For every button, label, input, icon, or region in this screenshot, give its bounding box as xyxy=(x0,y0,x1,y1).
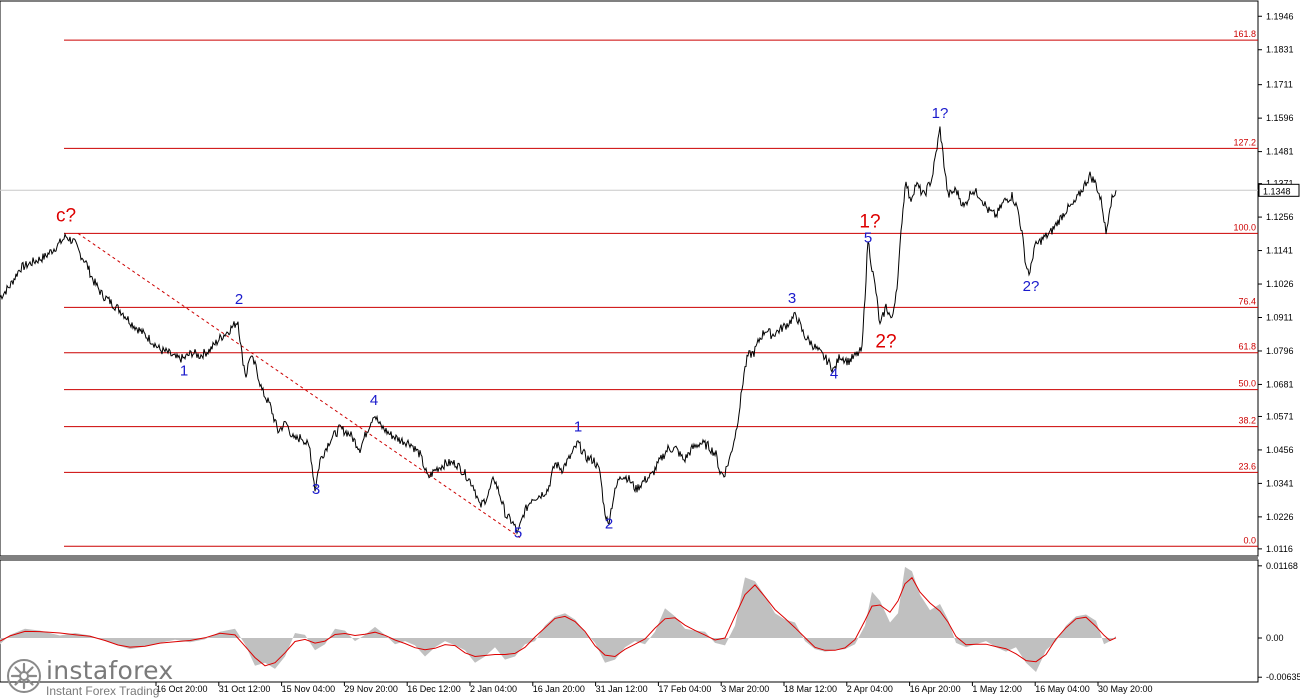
x-tick-label: 16 Oct 20:00 xyxy=(156,684,208,694)
y-tick-label: 1.1141 xyxy=(1266,246,1293,256)
osc-pane-frame xyxy=(0,559,1259,683)
y-tick-label: 1.0571 xyxy=(1266,411,1294,421)
y-tick-label: 1.1256 xyxy=(1266,212,1294,222)
fib-level-label: 161.8 xyxy=(1233,29,1256,39)
x-tick-label: 15 Nov 04:00 xyxy=(282,684,336,694)
current-price-box xyxy=(1258,183,1300,197)
y-tick-label: 1.1026 xyxy=(1266,279,1294,289)
price-series xyxy=(0,126,1117,535)
wave-label: 1? xyxy=(932,105,949,122)
wave-label: 4 xyxy=(830,365,838,382)
x-tick-label: 16 Apr 20:00 xyxy=(910,684,961,694)
oscillator-histogram xyxy=(0,566,1116,672)
wave-label: 2 xyxy=(235,291,243,308)
y-tick-label: 1.0456 xyxy=(1266,445,1294,455)
y-tick-label: 1.0226 xyxy=(1266,512,1294,522)
brand-tagline: Instant Forex Trading xyxy=(46,684,160,698)
y-tick-label: 1.0796 xyxy=(1266,346,1294,356)
fib-level-label: 127.2 xyxy=(1233,137,1256,147)
osc-tick-label: 0.01168 xyxy=(1266,561,1298,571)
y-tick-label: 1.0681 xyxy=(1266,379,1294,389)
wave-label: 1 xyxy=(574,418,582,435)
wave-label: 1 xyxy=(180,362,188,379)
y-tick-label: 1.0116 xyxy=(1266,544,1293,554)
x-tick-label: 18 Mar 12:00 xyxy=(784,684,837,694)
fib-level-label: 23.6 xyxy=(1238,461,1256,471)
osc-tick-label: 0.00 xyxy=(1266,633,1284,643)
y-tick-label: 1.0341 xyxy=(1266,478,1294,488)
y-tick-label: 1.1831 xyxy=(1266,45,1294,55)
osc-tick-label: -0.00635 xyxy=(1266,672,1300,682)
current-price-label: 1.1348 xyxy=(1263,186,1291,196)
x-tick-label: 16 Dec 12:00 xyxy=(407,684,461,694)
x-tick-label: 16 Jan 20:00 xyxy=(533,684,585,694)
wave-label: 5 xyxy=(864,230,872,247)
wave-label: 2? xyxy=(1023,278,1040,295)
y-tick-label: 1.0911 xyxy=(1266,313,1293,323)
wave-label: 3 xyxy=(788,290,796,307)
x-tick-label: 30 May 20:00 xyxy=(1098,684,1153,694)
oscillator-pane: 0.01168 0.00 -0.00635 xyxy=(0,559,1300,683)
y-tick-label: 1.1946 xyxy=(1266,11,1294,21)
y-tick-label: 1.1371 xyxy=(1266,179,1294,189)
instaforex-logo-icon xyxy=(7,659,41,693)
wave-label: 2? xyxy=(875,331,896,352)
x-tick-label: 1 May 12:00 xyxy=(972,684,1022,694)
x-tick-label: 31 Jan 12:00 xyxy=(596,684,648,694)
y-tick-label: 1.1481 xyxy=(1266,147,1294,157)
fib-level-label: 0.0 xyxy=(1243,535,1256,545)
x-tick-label: 3 Mar 20:00 xyxy=(721,684,769,694)
trend-line xyxy=(77,232,521,538)
price-pane: 161.8 127.2 100.0 76.4 61.8 50.0 38.2 23.6 0.0 c?… xyxy=(0,0,1300,559)
x-tick-label: 2 Apr 04:00 xyxy=(847,684,893,694)
wave-label: c? xyxy=(56,206,76,227)
y-tick-label: 1.1711 xyxy=(1266,80,1293,90)
brand-watermark: instaforex Instant Forex Trading xyxy=(6,656,186,700)
fib-level-label: 50.0 xyxy=(1238,379,1256,389)
time-axis: 16 Oct 20:00 31 Oct 12:00 15 Nov 04:00 29 N… xyxy=(0,681,1258,694)
wave-label: 1? xyxy=(859,212,880,233)
x-tick-label: 2 Jan 04:00 xyxy=(470,684,517,694)
x-tick-label: 16 May 04:00 xyxy=(1035,684,1090,694)
wave-label: 5 xyxy=(514,525,522,542)
fib-level-label: 100.0 xyxy=(1233,222,1256,232)
brand-name: instaforex xyxy=(46,656,174,685)
oscillator-signal-line xyxy=(0,576,1117,667)
fib-level-label: 61.8 xyxy=(1238,342,1256,352)
y-tick-label: 1.1596 xyxy=(1266,113,1294,123)
x-tick-label: 29 Nov 20:00 xyxy=(344,684,398,694)
wave-label: 4 xyxy=(370,392,378,409)
x-tick-label: 17 Feb 04:00 xyxy=(658,684,711,694)
fib-level-label: 38.2 xyxy=(1238,416,1256,426)
fib-level-label: 76.4 xyxy=(1238,296,1256,306)
price-pane-frame xyxy=(0,0,1259,557)
wave-label: 2 xyxy=(605,516,613,533)
x-tick-label: 31 Oct 12:00 xyxy=(219,684,271,694)
wave-label: 3 xyxy=(312,481,320,498)
